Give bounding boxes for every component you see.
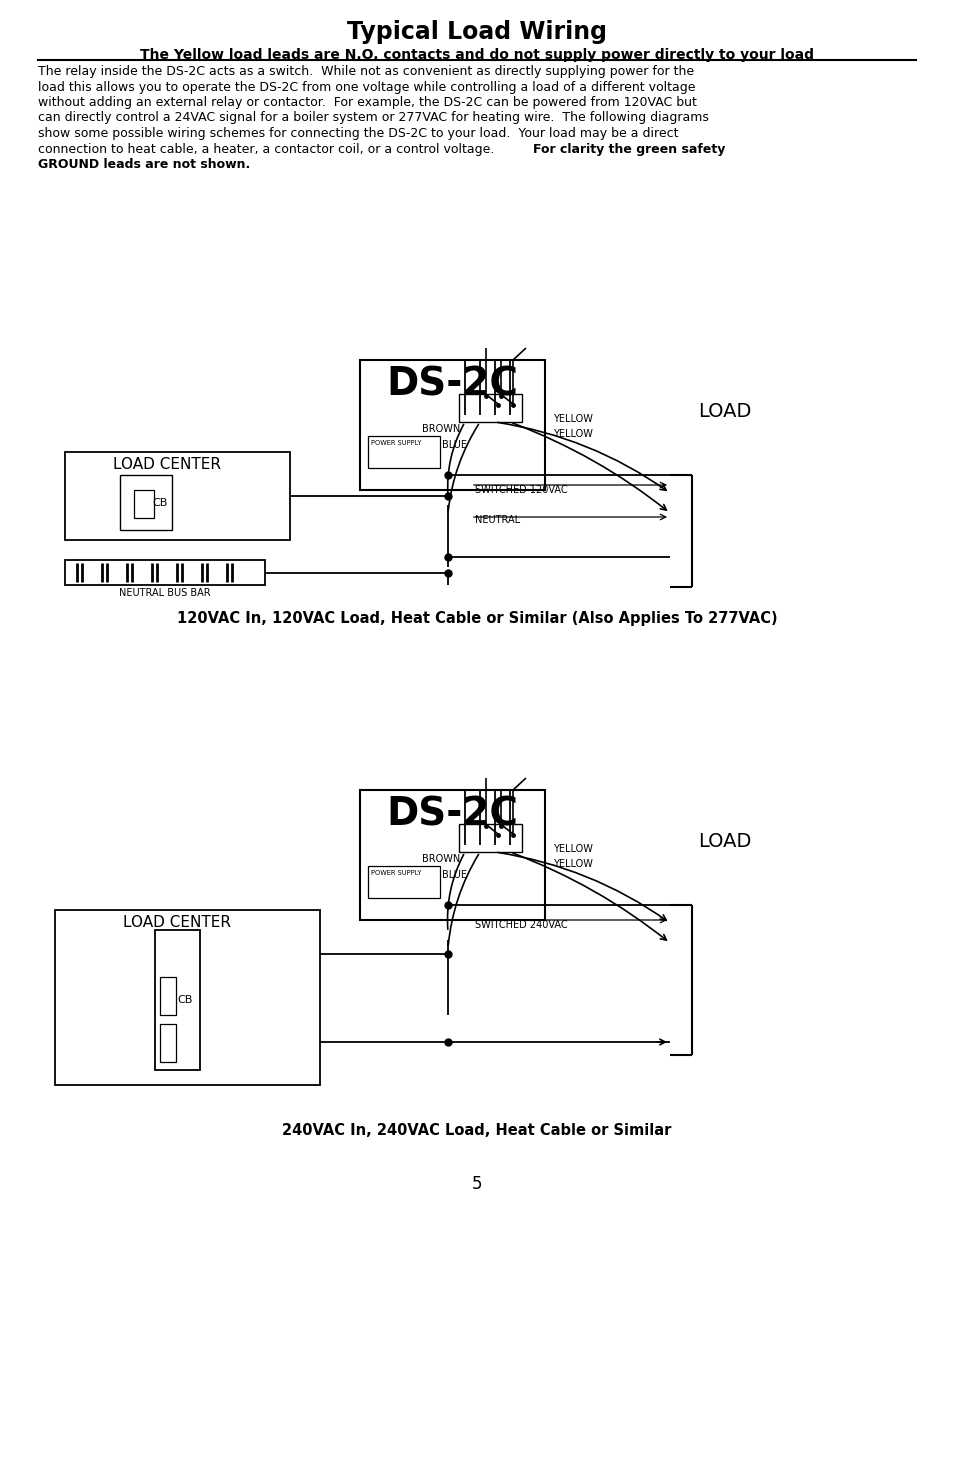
- Text: connection to heat cable, a heater, a contactor coil, or a control voltage.: connection to heat cable, a heater, a co…: [38, 143, 502, 155]
- Text: YELLOW: YELLOW: [553, 858, 592, 869]
- Text: LOAD CENTER: LOAD CENTER: [112, 457, 221, 472]
- Bar: [359, 791, 544, 920]
- Text: YELLOW: YELLOW: [553, 429, 592, 440]
- Text: LOAD: LOAD: [698, 403, 751, 420]
- Text: BROWN: BROWN: [421, 423, 459, 434]
- Text: NEUTRAL BUS BAR: NEUTRAL BUS BAR: [119, 589, 211, 597]
- Text: CB: CB: [177, 996, 193, 1004]
- Bar: [65, 560, 265, 586]
- Text: 5: 5: [471, 1176, 482, 1193]
- Bar: [458, 394, 521, 422]
- Bar: [55, 910, 319, 1086]
- Bar: [65, 451, 290, 540]
- Text: BLUE: BLUE: [441, 870, 467, 881]
- Text: YELLOW: YELLOW: [553, 414, 592, 423]
- Bar: [133, 490, 153, 518]
- Text: 120VAC In, 120VAC Load, Heat Cable or Similar (Also Applies To 277VAC): 120VAC In, 120VAC Load, Heat Cable or Si…: [176, 611, 777, 625]
- Text: show some possible wiring schemes for connecting the DS-2C to your load.  Your l: show some possible wiring schemes for co…: [38, 127, 678, 140]
- Bar: [154, 931, 200, 1069]
- Text: The Yellow load leads are N.O. contacts and do not supply power directly to your: The Yellow load leads are N.O. contacts …: [140, 49, 813, 62]
- Text: LOAD: LOAD: [698, 832, 751, 851]
- Text: LOAD CENTER: LOAD CENTER: [123, 914, 231, 931]
- Text: GROUND leads are not shown.: GROUND leads are not shown.: [38, 158, 250, 171]
- Text: POWER SUPPLY: POWER SUPPLY: [371, 440, 421, 445]
- Text: load this allows you to operate the DS-2C from one voltage while controlling a l: load this allows you to operate the DS-2…: [38, 81, 695, 93]
- Text: can directly control a 24VAC signal for a boiler system or 277VAC for heating wi: can directly control a 24VAC signal for …: [38, 112, 708, 124]
- Text: YELLOW: YELLOW: [553, 844, 592, 854]
- Text: Typical Load Wiring: Typical Load Wiring: [347, 21, 606, 44]
- Bar: [120, 475, 172, 530]
- Text: The relay inside the DS-2C acts as a switch.  While not as convenient as directl: The relay inside the DS-2C acts as a swi…: [38, 65, 694, 78]
- Text: DS-2C: DS-2C: [386, 795, 517, 833]
- Bar: [368, 866, 439, 898]
- Bar: [458, 825, 521, 853]
- Text: For clarity the green safety: For clarity the green safety: [533, 143, 724, 155]
- Bar: [368, 437, 439, 468]
- Text: BLUE: BLUE: [441, 440, 467, 450]
- Text: 240VAC In, 240VAC Load, Heat Cable or Similar: 240VAC In, 240VAC Load, Heat Cable or Si…: [282, 1122, 671, 1139]
- Bar: [160, 976, 175, 1015]
- Text: without adding an external relay or contactor.  For example, the DS-2C can be po: without adding an external relay or cont…: [38, 96, 696, 109]
- Text: SWITCHED 120VAC: SWITCHED 120VAC: [475, 485, 567, 496]
- Text: BROWN: BROWN: [421, 854, 459, 864]
- Text: CB: CB: [152, 499, 168, 507]
- Bar: [359, 360, 544, 490]
- Text: SWITCHED 240VAC: SWITCHED 240VAC: [475, 920, 567, 931]
- Text: NEUTRAL: NEUTRAL: [475, 515, 519, 525]
- Text: POWER SUPPLY: POWER SUPPLY: [371, 870, 421, 876]
- Bar: [160, 1024, 175, 1062]
- Text: DS-2C: DS-2C: [386, 364, 517, 403]
